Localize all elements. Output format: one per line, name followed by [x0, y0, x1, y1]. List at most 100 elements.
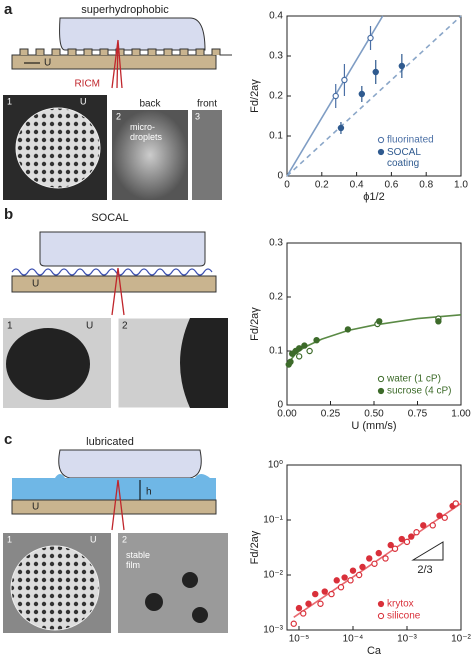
data-point: [300, 610, 307, 617]
data-point: [367, 34, 374, 42]
ricm-label: RICM: [74, 79, 100, 90]
data-point: [313, 337, 320, 344]
x-tick-label: 0.25: [321, 409, 341, 420]
legend-marker: [377, 136, 385, 144]
legend-marker: [377, 612, 385, 620]
u-label: U: [90, 534, 97, 544]
y-tick-label: 10⁻²: [263, 570, 283, 581]
data-point: [295, 345, 303, 352]
data-point: [290, 620, 297, 627]
data-point: [398, 535, 405, 543]
x-axis-label: ϕ1/2: [363, 191, 384, 203]
x-tick-label: 10⁻⁵: [289, 634, 310, 645]
y-tick-label: 0: [277, 171, 283, 182]
legend-marker: [377, 375, 385, 383]
data-point: [413, 529, 420, 536]
image-label: 2: [122, 534, 127, 544]
x-axis-label: Ca: [367, 645, 382, 656]
slope-triangle: [411, 541, 444, 561]
panel-label: b: [4, 206, 13, 223]
y-tick-label: 0.4: [269, 11, 283, 22]
data-point: [349, 567, 357, 574]
data-point: [295, 353, 303, 360]
y-tick-label: 0: [277, 400, 283, 411]
data-point: [344, 326, 352, 333]
schematic-title: SOCAL: [91, 212, 128, 224]
data-point: [312, 590, 319, 598]
data-point: [306, 347, 313, 355]
y-tick-label: 10⁰: [268, 460, 283, 471]
fit-line: [286, 15, 462, 177]
image-label: 1: [7, 534, 12, 544]
y-tick-label: 0.2: [269, 91, 283, 102]
legend-marker: [377, 387, 385, 395]
data-point: [295, 604, 303, 612]
schematic-c: lubricated h U 1 U 2 stable film: [3, 436, 228, 633]
x-tick-label: 0.75: [408, 409, 428, 420]
legend-label: sucrose (4 cP): [387, 386, 451, 397]
data-point: [332, 92, 339, 100]
image-caption: front: [197, 99, 217, 110]
legend-label: krytox: [387, 599, 414, 610]
data-point: [337, 124, 345, 132]
x-tick-label: 0: [284, 180, 290, 191]
schematic-title: superhydrophobic: [81, 4, 169, 16]
data-point: [287, 358, 294, 365]
legend-label: fluorinated: [387, 135, 434, 146]
data-point: [420, 522, 427, 529]
y-tick-label: 10⁻³: [263, 625, 283, 636]
u-label: U: [80, 96, 87, 106]
y-tick-label: 0.3: [269, 238, 283, 249]
x-tick-label: 0.00: [277, 409, 297, 420]
data-point: [358, 90, 366, 98]
panel-label: c: [4, 431, 12, 448]
x-tick-label: 0.50: [364, 409, 384, 420]
data-point: [408, 533, 415, 540]
y-axis-label: Fd/2aγ: [249, 530, 261, 564]
image-label: 1: [7, 321, 13, 332]
data-point: [375, 549, 382, 557]
x-tick-label: 1.00: [451, 409, 471, 420]
image-label: 2: [116, 111, 121, 121]
x-tick-label: 10⁻²: [451, 634, 471, 645]
slope-label: 2/3: [417, 564, 432, 576]
data-point: [321, 588, 328, 595]
data-point: [341, 76, 348, 84]
u-label: U: [44, 58, 51, 69]
schematic-b: SOCAL U 1 U 2: [3, 212, 229, 409]
data-point: [391, 545, 399, 552]
data-point: [347, 577, 354, 584]
x-tick-label: 10⁻³: [397, 634, 417, 645]
plot-frame: [286, 464, 462, 631]
data-point: [371, 560, 378, 567]
data-point: [372, 68, 379, 76]
data-point: [305, 600, 312, 607]
data-point: [452, 500, 459, 507]
panel-label: a: [4, 1, 13, 18]
x-tick-label: 0.6: [384, 180, 398, 191]
film-label: stable film: [126, 550, 150, 570]
x-tick-label: 1.0: [454, 180, 468, 191]
x-axis-label: U (mm/s): [351, 420, 396, 432]
u-label: U: [86, 321, 93, 332]
data-point: [436, 512, 443, 519]
schematic-title: lubricated: [86, 436, 134, 448]
data-point: [328, 590, 335, 598]
data-point: [341, 574, 348, 581]
data-point: [359, 563, 366, 571]
data-point: [435, 318, 442, 325]
x-tick-label: 0.2: [315, 180, 329, 191]
y-tick-label: 0.3: [269, 51, 283, 62]
y-tick-label: 0.2: [269, 292, 283, 303]
y-tick-label: 0.1: [269, 131, 283, 142]
legend-label: water (1 cP): [386, 374, 441, 385]
data-point: [355, 571, 363, 579]
data-point: [337, 584, 345, 591]
data-point: [403, 538, 411, 546]
image-caption: back: [139, 99, 161, 110]
data-point: [382, 555, 389, 562]
h-label: h: [146, 487, 152, 498]
x-tick-label: 10⁻⁴: [343, 634, 364, 645]
y-tick-label: 10⁻¹: [263, 515, 283, 526]
